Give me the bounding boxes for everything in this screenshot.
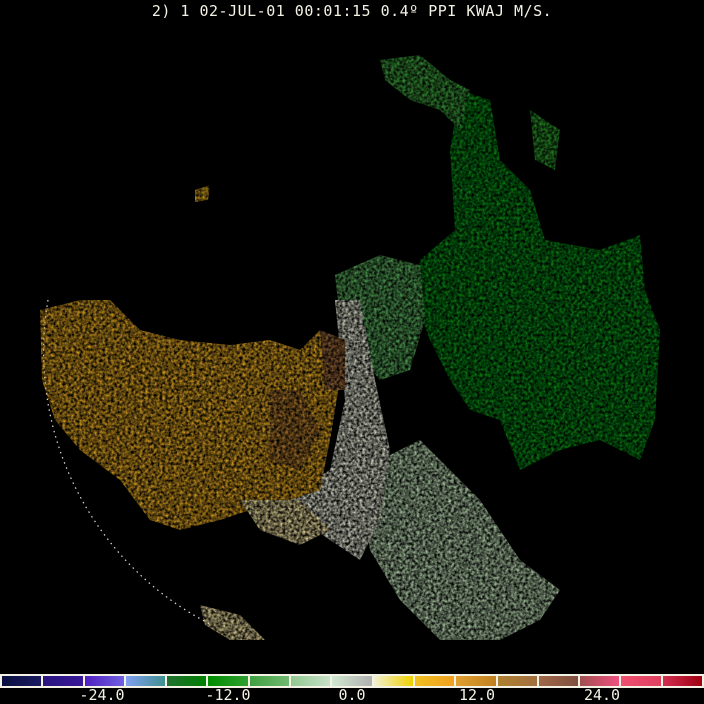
echo-yellow-sw: [200, 605, 265, 640]
colorbar-segment: [497, 676, 537, 686]
echo-green-north: [380, 55, 470, 130]
colorbar-tick-label: 24.0: [583, 686, 621, 704]
colorbar-segment: [332, 676, 372, 686]
colorbar-segment: [208, 676, 248, 686]
colorbar-tick-label: 0.0: [338, 686, 366, 704]
colorbar-segment: [456, 676, 496, 686]
colorbar-segment: [291, 676, 331, 686]
colorbar-segment: [538, 676, 579, 686]
colorbar-segment: [43, 676, 83, 686]
echo-orange-west: [40, 300, 340, 530]
colorbar-segment: [373, 676, 413, 686]
echo-orange-core: [320, 330, 345, 390]
colorbar-segment: [2, 676, 42, 686]
colorbar-segment: [580, 676, 620, 686]
echo-white-band: [280, 300, 390, 560]
echo-yellow-light: [240, 500, 330, 545]
colorbar-tick-label: 12.0: [458, 686, 496, 704]
colorbar-segment: [249, 676, 290, 686]
colorbar: [0, 674, 704, 688]
colorbar-segment: [621, 676, 661, 686]
echo-orange-dark: [270, 390, 320, 470]
colorbar-segment: [125, 676, 166, 686]
colorbar-segment: [414, 676, 455, 686]
colorbar-tick-label: -24.0: [79, 686, 125, 704]
echo-orange-small: [195, 185, 210, 202]
echo-lightgreen-south: [360, 440, 560, 640]
colorbar-segment: [167, 676, 207, 686]
colorbar-segment: [662, 676, 703, 686]
colorbar-tick-label: -12.0: [205, 686, 251, 704]
echo-green-main: [415, 90, 660, 470]
colorbar-segments: [2, 676, 703, 686]
echo-green-ne: [530, 110, 560, 170]
radar-ppi-display: [40, 55, 660, 640]
plot-title: 2) 1 02-JUL-01 00:01:15 0.4º PPI KWAJ M/…: [151, 2, 553, 20]
colorbar-segment: [84, 676, 124, 686]
